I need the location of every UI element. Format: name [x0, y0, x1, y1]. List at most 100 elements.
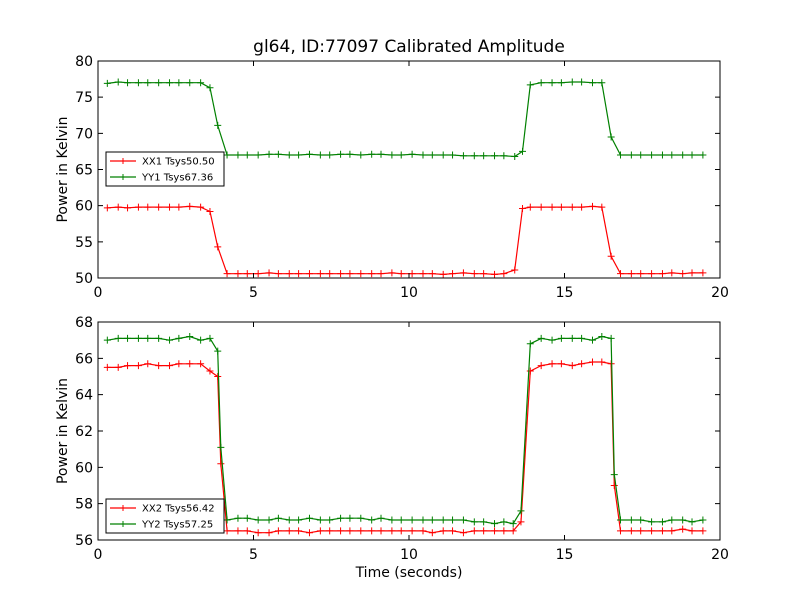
data-point [470, 152, 478, 160]
data-point [114, 334, 122, 342]
data-point [377, 527, 385, 535]
data-point [548, 203, 556, 211]
x-tick-label: 20 [711, 547, 729, 563]
data-point [223, 516, 231, 524]
data-point [103, 204, 111, 212]
data-point [124, 362, 132, 370]
data-point [598, 79, 606, 87]
data-point [274, 150, 282, 158]
x-tick-label: 5 [249, 547, 258, 563]
chart-title: gl64, ID:77097 Calibrated Amplitude [253, 37, 565, 57]
data-point [658, 151, 666, 159]
data-point [214, 243, 222, 251]
data-point [548, 336, 556, 344]
data-point [607, 252, 615, 260]
data-point [103, 363, 111, 371]
data-point [175, 334, 183, 342]
data-point [627, 527, 635, 535]
data-point [254, 529, 262, 537]
data-point [254, 151, 262, 159]
data-point [449, 270, 457, 278]
data-point [439, 527, 447, 535]
data-point [155, 79, 163, 87]
legend-box [105, 151, 225, 187]
data-point [166, 336, 174, 344]
data-point [557, 360, 565, 368]
data-point [526, 367, 534, 375]
data-point [175, 79, 183, 87]
data-point [254, 270, 262, 278]
data-point [175, 360, 183, 368]
data-point [598, 203, 606, 211]
data-point [295, 516, 303, 524]
y-tick-label: 62 [75, 424, 93, 440]
legend-label: YY2 Tsys57.25 [141, 520, 213, 531]
data-point [419, 151, 427, 159]
data-point [459, 152, 467, 160]
data-point [491, 527, 499, 535]
data-point [397, 527, 405, 535]
data-point [186, 360, 194, 368]
data-point [419, 527, 427, 535]
y-tick-label: 70 [75, 126, 93, 142]
data-point [668, 516, 676, 524]
data-point [206, 84, 214, 92]
legend: XX2 Tsys56.42 YY2 Tsys57.25 [105, 498, 225, 534]
legend-marker [120, 174, 126, 180]
data-point [377, 270, 385, 278]
data-point [197, 360, 205, 368]
data-point [578, 334, 586, 342]
data-point [346, 514, 354, 522]
data-point [648, 151, 656, 159]
data-point [637, 527, 645, 535]
data-point [357, 514, 365, 522]
data-point [688, 269, 696, 277]
y-tick-label: 68 [75, 315, 93, 331]
data-point [627, 516, 635, 524]
data-point [295, 151, 303, 159]
data-point [217, 460, 225, 468]
data-point [419, 270, 427, 278]
data-point [197, 203, 205, 211]
data-point [234, 527, 242, 535]
data-point [114, 203, 122, 211]
data-point [598, 358, 606, 366]
data-point [537, 362, 545, 370]
data-point [377, 514, 385, 522]
y-tick-label: 56 [75, 533, 93, 549]
data-point [206, 207, 214, 215]
data-point [186, 202, 194, 210]
data-point [103, 79, 111, 87]
data-point [316, 151, 324, 159]
data-point [588, 358, 596, 366]
data-point [480, 527, 488, 535]
data-point [428, 270, 436, 278]
data-point [337, 527, 345, 535]
data-point [616, 527, 624, 535]
data-point [699, 151, 707, 159]
legend-marker [120, 505, 126, 511]
x-tick-label: 0 [94, 285, 103, 301]
data-point [637, 516, 645, 524]
data-point [408, 527, 416, 535]
series-line [107, 205, 703, 276]
data-point [155, 334, 163, 342]
data-point [519, 147, 527, 155]
data-point [627, 151, 635, 159]
data-point [134, 79, 142, 87]
data-point [616, 516, 624, 524]
data-point [459, 529, 467, 537]
data-point [124, 204, 132, 212]
data-point [326, 151, 334, 159]
data-point [175, 203, 183, 211]
data-point [243, 527, 251, 535]
data-point [557, 203, 565, 211]
data-point [234, 151, 242, 159]
data-point [368, 516, 376, 524]
data-point [439, 516, 447, 524]
data-point [346, 527, 354, 535]
y-tick-label: 64 [75, 388, 93, 404]
data-point [388, 151, 396, 159]
x-tick-label: 15 [556, 547, 574, 563]
data-point [509, 527, 517, 535]
